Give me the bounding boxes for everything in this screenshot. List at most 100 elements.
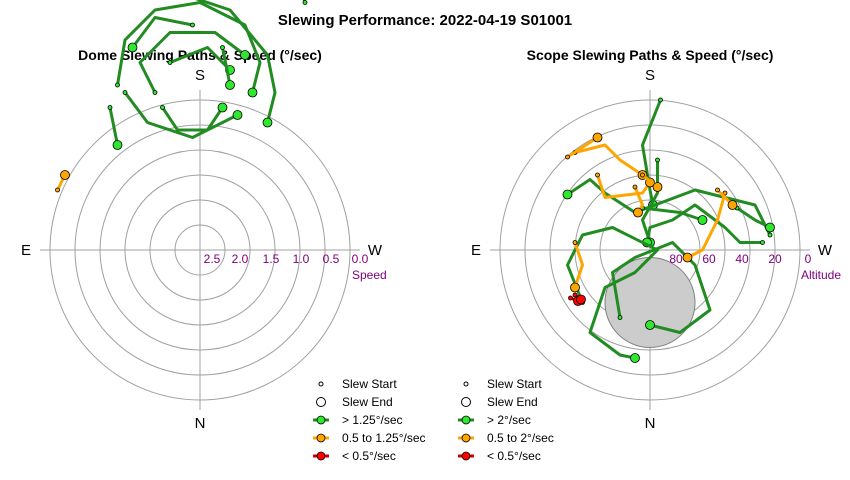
scope-label-south: S bbox=[645, 67, 655, 84]
scope-legend-label: < 0.5°/sec bbox=[487, 449, 541, 463]
scope-slew-end-point bbox=[645, 320, 655, 330]
scope-slew-start-point bbox=[658, 97, 663, 103]
scope-legend-label: 0.5 to 2°/sec bbox=[487, 431, 554, 445]
scope-legend-swatch-end bbox=[461, 397, 471, 407]
dome-slew-end-point bbox=[240, 50, 250, 60]
dome-slew-start-point bbox=[55, 187, 60, 193]
scope-slew-end-point bbox=[570, 282, 580, 293]
dome-slew-start-point bbox=[220, 45, 225, 50]
scope-r-tick-label: 60 bbox=[702, 252, 716, 266]
scope-slew-path-fast bbox=[566, 178, 772, 237]
scope-slew-end-point bbox=[630, 353, 640, 363]
dome-legend-swatch-slow bbox=[316, 451, 326, 461]
dome-label-south: S bbox=[195, 67, 205, 84]
dome-slew-path-fast bbox=[221, 46, 232, 87]
dome-label-east: E bbox=[21, 242, 31, 259]
dome-legend-label: Slew Start bbox=[342, 377, 397, 391]
dome-slew-path-fast bbox=[138, 31, 247, 94]
dome-slew-start-point bbox=[160, 105, 165, 110]
dome-slew-start-point bbox=[107, 105, 113, 110]
scope-slew-path-medium bbox=[573, 143, 644, 177]
dome-r-tick-label: 0.0 bbox=[352, 252, 369, 266]
scope-slew-end-point bbox=[697, 215, 708, 225]
dome-radial-axis-label: Speed bbox=[352, 268, 387, 282]
dome-legend-label: > 1.25°/sec bbox=[342, 413, 403, 427]
scope-legend-label: Slew Start bbox=[487, 377, 542, 391]
scope-slew-path-medium bbox=[573, 241, 584, 289]
figure-title: Slewing Performance: 2022-04-19 S01001 bbox=[278, 12, 572, 29]
dome-slew-end-point bbox=[232, 110, 243, 120]
scope-slew-start-point bbox=[722, 190, 728, 196]
dome-legend-swatch-medium bbox=[316, 433, 326, 443]
dome-slew-start-point bbox=[302, 0, 308, 5]
dome-slew-path-fast bbox=[168, 46, 232, 72]
scope-label-west: W bbox=[818, 242, 833, 259]
scope-legend-swatch-slow bbox=[461, 451, 471, 461]
dome-legend-label: Slew End bbox=[342, 395, 393, 409]
dome-slew-end-point bbox=[262, 117, 273, 128]
scope-slew-path-fast bbox=[645, 203, 764, 244]
dome-slew-path-fast bbox=[161, 106, 224, 132]
scope-slew-start-point bbox=[595, 172, 600, 178]
dome-slew-path-fast bbox=[108, 106, 119, 147]
dome-legend-swatch-fast bbox=[316, 415, 326, 425]
dome-slew-path-fast bbox=[123, 91, 239, 139]
scope-legend-swatch-fast bbox=[461, 415, 471, 425]
dome-slew-end-point bbox=[225, 80, 235, 90]
dome-slew-path-fast bbox=[131, 16, 194, 49]
scope-slew-path-fast bbox=[566, 226, 659, 360]
scope-slew-path-fast bbox=[641, 206, 704, 222]
scope-slew-path-medium bbox=[596, 173, 652, 199]
dome-slew-path-fast bbox=[116, 1, 262, 94]
dome-legend-label: 0.5 to 1.25°/sec bbox=[342, 431, 426, 445]
dome-slew-end-point bbox=[127, 42, 138, 53]
scope-chart-title: Scope Slewing Paths & Speed (°/sec) bbox=[527, 47, 774, 63]
dome-r-tick-label: 0.5 bbox=[323, 252, 340, 266]
dome-r-tick-label: 2.0 bbox=[232, 252, 249, 266]
scope-legend-label: > 2°/sec bbox=[487, 413, 531, 427]
scope-slew-path-fast bbox=[611, 241, 712, 334]
dome-slew-end-point bbox=[217, 102, 228, 113]
scope-r-tick-label: 0 bbox=[805, 252, 812, 266]
dome-slew-start-point bbox=[115, 82, 120, 88]
scope-legend-label: Slew End bbox=[487, 395, 538, 409]
scope-polar-chart: Scope Slewing Paths & Speed (°/sec) S N … bbox=[458, 47, 841, 463]
dome-slew-start-point bbox=[152, 90, 158, 95]
scope-slew-start-point bbox=[572, 292, 578, 298]
scope-slew-path-fast bbox=[641, 98, 662, 207]
dome-slew-start-point bbox=[167, 60, 173, 65]
dome-slew-marks bbox=[55, 0, 308, 193]
dome-legend-swatch-end bbox=[316, 397, 326, 407]
dome-r-tick-label: 2.5 bbox=[204, 252, 221, 266]
scope-slew-start-point bbox=[767, 232, 773, 238]
scope-slew-start-point bbox=[715, 187, 720, 193]
scope-legend-swatch-start bbox=[463, 381, 469, 387]
dome-polar-chart: Dome Slewing Paths & Speed (°/sec) S N E… bbox=[21, 0, 426, 463]
scope-slew-end-point bbox=[576, 294, 586, 305]
scope-r-tick-label: 80 bbox=[669, 252, 683, 266]
dome-grid bbox=[40, 90, 360, 410]
dome-label-north: N bbox=[195, 415, 206, 432]
scope-legend-swatch-medium bbox=[461, 433, 471, 443]
dome-r-tick-label: 1.5 bbox=[263, 252, 280, 266]
scope-slew-start-point bbox=[760, 240, 765, 245]
scope-slew-path-medium bbox=[566, 136, 599, 159]
dome-slew-start-point bbox=[190, 22, 195, 28]
scope-slew-start-point bbox=[568, 295, 573, 301]
scope-slew-start-point bbox=[617, 315, 623, 320]
scope-slew-marks bbox=[562, 97, 775, 363]
scope-slew-start-point bbox=[640, 172, 645, 178]
dome-legend: Slew Start Slew End > 1.25°/sec 0.5 to 1… bbox=[313, 377, 426, 463]
dome-slew-end-point bbox=[247, 87, 258, 98]
scope-slew-start-point bbox=[655, 157, 660, 163]
scope-slew-end-point bbox=[682, 252, 693, 263]
scope-slew-end-point bbox=[562, 189, 573, 200]
scope-r-tick-label: 20 bbox=[768, 252, 782, 266]
scope-label-north: N bbox=[645, 415, 656, 432]
dome-legend-label: < 0.5°/sec bbox=[342, 449, 396, 463]
scope-radial-axis-label: Altitude bbox=[801, 268, 841, 282]
scope-slew-end-point bbox=[727, 200, 738, 210]
scope-legend: Slew Start Slew End > 2°/sec 0.5 to 2°/s… bbox=[458, 377, 554, 463]
dome-slew-end-point bbox=[60, 170, 70, 180]
